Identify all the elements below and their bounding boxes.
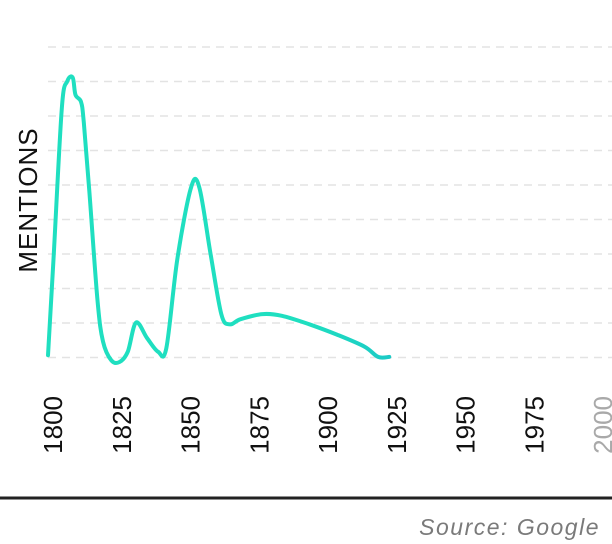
y-axis-title: MENTIONS [13, 127, 43, 272]
source-note: Source: Google [419, 514, 600, 540]
x-tick-label-1975: 1975 [520, 396, 550, 454]
x-tick-label-1875: 1875 [244, 396, 274, 454]
x-tick-label-1850: 1850 [176, 396, 206, 454]
x-tick-label-1925: 1925 [382, 396, 412, 454]
gridlines [48, 46, 612, 359]
x-tick-label-1900: 1900 [313, 396, 343, 454]
x-tick-label-2000: 2000 [588, 396, 612, 454]
series-line [46, 74, 392, 365]
x-tick-label-1825: 1825 [107, 396, 137, 454]
x-tick-label-1950: 1950 [451, 396, 481, 454]
x-axis-tick-labels: 1800 1825 1850 1875 1900 1925 1950 1975 2000 [38, 396, 612, 454]
x-tick-label-1800: 1800 [38, 396, 68, 454]
